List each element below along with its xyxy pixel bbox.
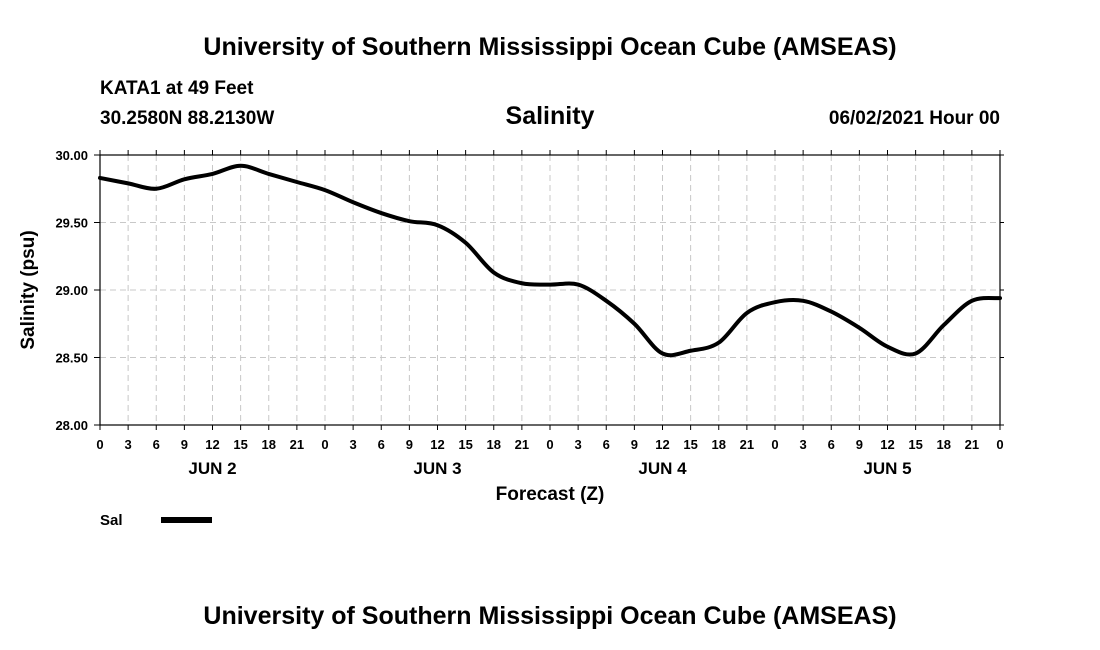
bottom-title: University of Southern Mississippi Ocean… xyxy=(203,602,896,630)
x-tick-label: 3 xyxy=(350,437,357,452)
x-tick-label: 6 xyxy=(153,437,160,452)
grid xyxy=(100,155,1000,425)
date-label: JUN 3 xyxy=(413,459,461,478)
legend-label: Sal xyxy=(100,512,123,529)
x-tick-label: 21 xyxy=(290,437,304,452)
x-tick-label: 0 xyxy=(996,437,1003,452)
x-tick-label: 15 xyxy=(233,437,247,452)
x-tick-label: 0 xyxy=(546,437,553,452)
top-title: University of Southern Mississippi Ocean… xyxy=(203,33,896,61)
date-label: JUN 2 xyxy=(188,459,236,478)
x-tick-label: 21 xyxy=(740,437,754,452)
x-tick-label: 9 xyxy=(406,437,413,452)
date-label: JUN 4 xyxy=(638,459,687,478)
x-tick-label: 3 xyxy=(575,437,582,452)
date-label: JUN 5 xyxy=(863,459,911,478)
x-tick-label: 9 xyxy=(631,437,638,452)
ticks xyxy=(94,150,1004,430)
x-tick-label: 6 xyxy=(378,437,385,452)
x-tick-label: 18 xyxy=(262,437,276,452)
y-tick-label: 28.50 xyxy=(55,351,88,366)
x-tick-label: 21 xyxy=(515,437,529,452)
x-tick-label: 15 xyxy=(908,437,922,452)
x-tick-label: 15 xyxy=(683,437,697,452)
y-axis-label: Salinity (psu) xyxy=(18,230,39,349)
y-tick-label: 29.00 xyxy=(55,283,88,298)
salinity-series-line xyxy=(98,163,1002,358)
tick-labels: 28.00 28.50 29.00 29.50 30.00 0 3 6 9 12 15 18 21 0 3 6… xyxy=(55,148,1003,478)
x-tick-label: 6 xyxy=(603,437,610,452)
x-tick-label: 3 xyxy=(125,437,132,452)
x-tick-label: 0 xyxy=(321,437,328,452)
forecast-date-label: 06/02/2021 Hour 00 xyxy=(829,108,1000,129)
y-tick-label: 28.00 xyxy=(55,418,88,433)
y-tick-label: 30.00 xyxy=(55,148,88,163)
coordinates-label: 30.2580N 88.2130W xyxy=(100,108,274,129)
y-tick-label: 29.50 xyxy=(55,216,88,231)
x-tick-label: 6 xyxy=(828,437,835,452)
x-tick-label: 21 xyxy=(965,437,979,452)
chart-title: Salinity xyxy=(506,102,595,130)
x-tick-label: 18 xyxy=(487,437,501,452)
x-tick-label: 12 xyxy=(655,437,669,452)
x-tick-label: 3 xyxy=(800,437,807,452)
station-label: KATA1 at 49 Feet xyxy=(100,78,254,99)
x-tick-label: 12 xyxy=(205,437,219,452)
x-axis-label: Forecast (Z) xyxy=(496,484,605,505)
x-tick-label: 18 xyxy=(712,437,726,452)
x-tick-label: 15 xyxy=(458,437,472,452)
x-tick-label: 0 xyxy=(771,437,778,452)
x-tick-label: 12 xyxy=(880,437,894,452)
x-tick-label: 9 xyxy=(856,437,863,452)
x-tick-label: 9 xyxy=(181,437,188,452)
x-tick-label: 12 xyxy=(430,437,444,452)
x-tick-label: 18 xyxy=(937,437,951,452)
x-tick-label: 0 xyxy=(96,437,103,452)
